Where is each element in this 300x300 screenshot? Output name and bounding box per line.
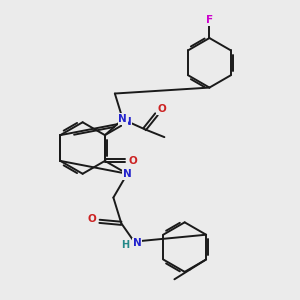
Text: O: O [87, 214, 96, 224]
Text: O: O [128, 156, 137, 166]
Text: H: H [121, 240, 129, 250]
Text: N: N [123, 169, 132, 179]
Text: N: N [123, 117, 132, 127]
Text: F: F [206, 15, 213, 25]
Text: O: O [157, 104, 166, 114]
Text: N: N [118, 114, 127, 124]
Text: N: N [133, 238, 142, 248]
